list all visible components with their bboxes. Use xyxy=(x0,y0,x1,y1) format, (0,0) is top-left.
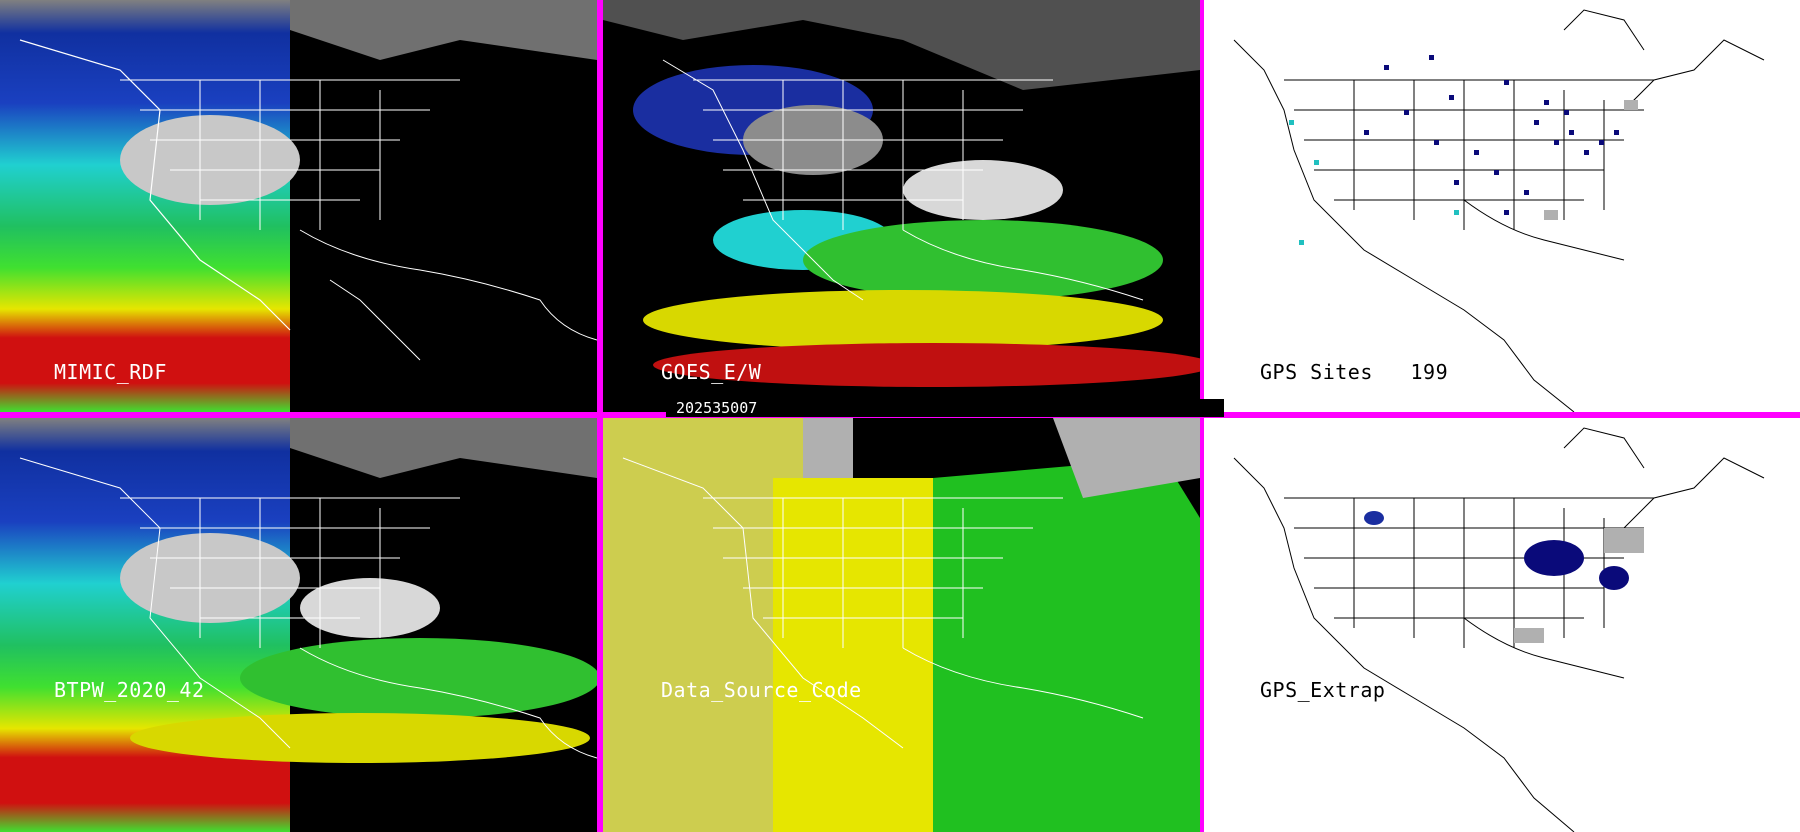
panel-gps-extrap: GPS_Extrap xyxy=(1204,418,1800,832)
gps-extrap-map xyxy=(1204,418,1800,832)
data-source-label: Data_Source_Code xyxy=(661,678,862,702)
mimic-rdf-label: MIMIC_RDF xyxy=(54,360,167,384)
data-source-map xyxy=(603,418,1200,832)
mimic-rdf-map xyxy=(0,0,597,412)
gps-sites-count: 199 xyxy=(1410,360,1449,384)
btpw-map xyxy=(0,418,597,832)
panel-mimic-rdf: MIMIC_RDF xyxy=(0,0,597,412)
panel-data-source-code: Data_Source_Code xyxy=(603,418,1200,832)
goes-map xyxy=(603,0,1200,412)
gps-sites-label: GPS Sites 199 xyxy=(1260,360,1448,384)
panel-goes: GOES_E/W xyxy=(603,0,1200,412)
gps-sites-map xyxy=(1204,0,1800,412)
panel-gps-sites: GPS Sites 199 xyxy=(1204,0,1800,412)
gps-sites-title: GPS Sites xyxy=(1260,360,1373,384)
goes-label: GOES_E/W xyxy=(661,360,762,384)
panel-btpw: BTPW_2020_42 xyxy=(0,418,597,832)
btpw-label: BTPW_2020_42 xyxy=(54,678,205,702)
gps-extrap-label: GPS_Extrap xyxy=(1260,678,1386,702)
timestamp-bar: 202535007 xyxy=(666,399,1224,417)
